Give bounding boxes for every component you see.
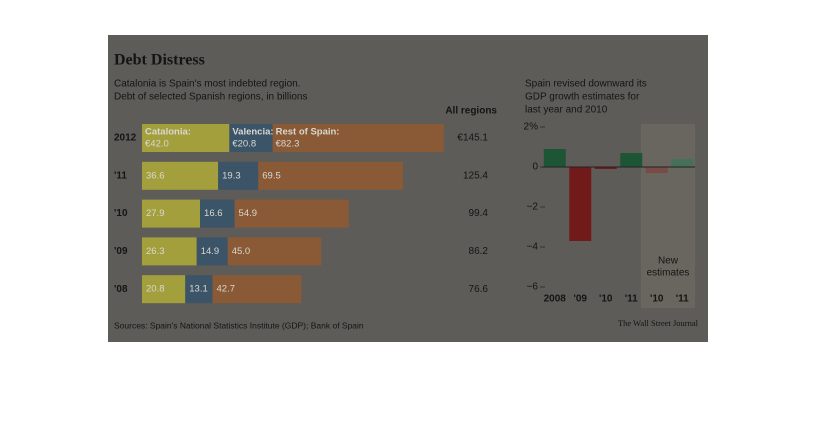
chart-title: Debt Distress — [114, 52, 205, 69]
bar — [569, 167, 592, 241]
total-label: 99.4 — [469, 208, 489, 219]
source: Sources: Spain's National Statistics Ins… — [114, 320, 364, 330]
annotation: New — [658, 256, 679, 267]
bar-segment — [227, 237, 322, 266]
value-label: 54.9 — [239, 208, 258, 219]
x-tick-label: '10 — [650, 294, 664, 305]
y-tick-label: '08 — [114, 284, 128, 295]
y-tick-label: −6 — [527, 282, 539, 293]
y-tick-label: 0 — [532, 162, 538, 173]
bar-segment — [218, 161, 259, 190]
x-tick-label: '10 — [599, 294, 613, 305]
subtitle: Debt of selected Spanish regions, in bil… — [114, 92, 307, 103]
bar-segment — [258, 161, 403, 190]
totals-header: All regions — [445, 106, 497, 117]
total-label: 86.2 — [469, 246, 489, 257]
new-estimates-shade — [641, 124, 695, 308]
bar-segment — [142, 237, 197, 266]
y-tick-label: '09 — [114, 246, 128, 257]
bar-segment — [212, 275, 302, 304]
credit: The Wall Street Journal — [618, 318, 699, 328]
x-tick-label: '11 — [676, 294, 689, 305]
value-label: 26.3 — [146, 246, 165, 257]
value-label: €42.0 — [145, 139, 169, 150]
x-tick-label: '11 — [625, 294, 638, 305]
bar — [671, 159, 694, 167]
legend-label: Valencia: — [232, 127, 273, 138]
y-tick-label: −2 — [527, 202, 539, 213]
legend-label: Rest of Spain: — [276, 127, 340, 138]
bar — [594, 167, 617, 169]
bar — [543, 149, 566, 167]
bar-segment — [142, 161, 219, 190]
x-tick-label: '09 — [573, 294, 587, 305]
value-label: €20.8 — [232, 139, 256, 150]
value-label: 42.7 — [217, 284, 236, 295]
chart-title: last year and 2010 — [525, 105, 608, 116]
bar — [645, 167, 668, 173]
bar-segment — [200, 199, 235, 228]
value-label: 13.1 — [189, 284, 208, 295]
bar-segment — [196, 237, 228, 266]
value-label: 69.5 — [262, 170, 281, 181]
x-tick-label: 2008 — [544, 294, 567, 305]
y-tick-label: '11 — [114, 170, 127, 181]
value-label: 14.9 — [201, 246, 220, 257]
bar-segment — [142, 199, 201, 228]
subtitle: Catalonia is Spain's most indebted regio… — [114, 79, 300, 90]
bar-segment — [185, 275, 213, 304]
bar-segment — [229, 124, 273, 152]
y-tick-label: 2% — [524, 122, 539, 133]
total-label: €145.1 — [457, 133, 488, 144]
value-label: 20.8 — [146, 284, 165, 295]
value-label: 36.6 — [146, 170, 165, 181]
value-label: €82.3 — [276, 139, 300, 150]
bar-segment — [272, 124, 444, 152]
value-label: 16.6 — [204, 208, 223, 219]
chart-title: Spain revised downward its — [525, 79, 647, 90]
value-label: 45.0 — [232, 246, 251, 257]
total-label: 125.4 — [463, 170, 488, 181]
y-tick-label: '10 — [114, 208, 128, 219]
total-label: 76.6 — [469, 284, 489, 295]
bar — [620, 153, 643, 167]
bar-segment — [142, 124, 230, 152]
annotation: estimates — [647, 268, 690, 279]
value-label: 19.3 — [222, 170, 241, 181]
y-tick-label: −4 — [527, 242, 539, 253]
legend-label: Catalonia: — [145, 127, 191, 138]
chart-title: GDP growth estimates for — [525, 92, 640, 103]
value-label: 27.9 — [146, 208, 165, 219]
bar-segment — [234, 199, 349, 228]
bar-segment — [142, 275, 186, 304]
y-tick-label: 2012 — [114, 133, 137, 144]
